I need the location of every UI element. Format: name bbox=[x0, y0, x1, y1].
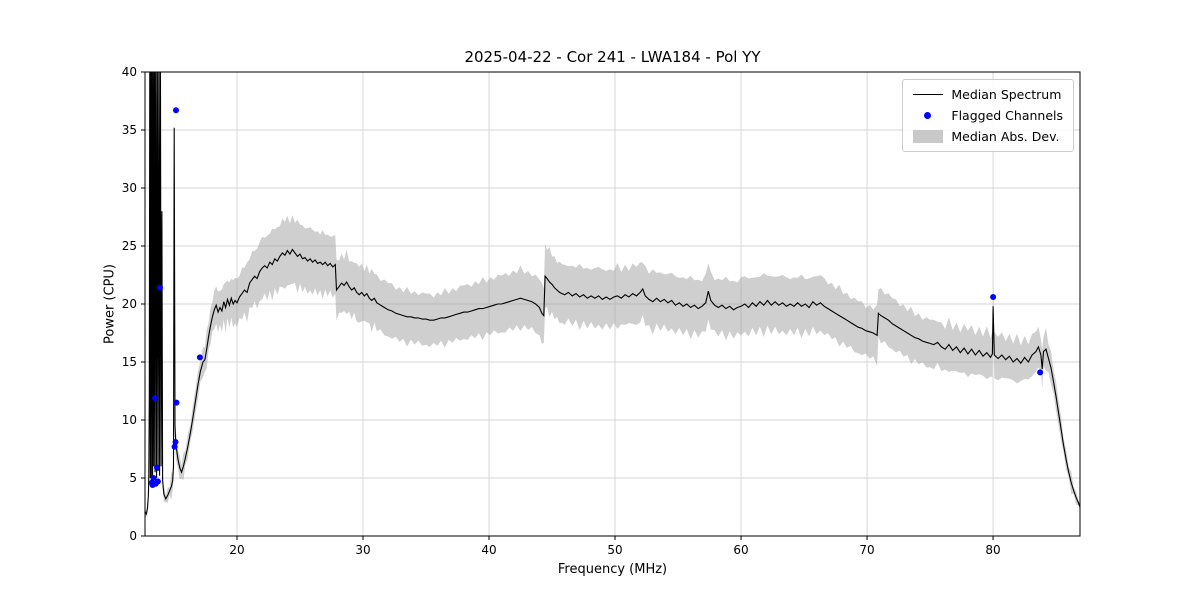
svg-text:15: 15 bbox=[122, 355, 137, 369]
svg-text:35: 35 bbox=[122, 123, 137, 137]
svg-text:20: 20 bbox=[122, 297, 137, 311]
svg-text:10: 10 bbox=[122, 413, 137, 427]
legend-label-flagged-channels: Flagged Channels bbox=[951, 108, 1063, 123]
mad-band bbox=[145, 72, 1080, 520]
legend-entry-median-spectrum: Median Spectrum bbox=[913, 87, 1063, 102]
legend-label-median-abs-dev: Median Abs. Dev. bbox=[951, 129, 1060, 144]
svg-text:70: 70 bbox=[859, 543, 874, 557]
legend: Median Spectrum Flagged Channels Median … bbox=[902, 79, 1074, 152]
svg-text:20: 20 bbox=[229, 543, 244, 557]
y-axis-label: Power (CPU) bbox=[102, 263, 118, 345]
tick-marks bbox=[141, 71, 994, 540]
svg-text:50: 50 bbox=[607, 543, 622, 557]
legend-label-median-spectrum: Median Spectrum bbox=[951, 87, 1062, 102]
svg-text:30: 30 bbox=[122, 181, 137, 195]
svg-text:40: 40 bbox=[481, 543, 496, 557]
svg-text:25: 25 bbox=[122, 239, 137, 253]
legend-entry-flagged-channels: Flagged Channels bbox=[913, 108, 1063, 123]
flagged-channels-marker-sample bbox=[924, 112, 932, 119]
svg-text:40: 40 bbox=[122, 65, 137, 79]
median-line bbox=[145, 72, 1080, 516]
grid-lines bbox=[145, 71, 1080, 537]
svg-text:5: 5 bbox=[129, 471, 137, 485]
svg-text:0: 0 bbox=[129, 529, 137, 543]
svg-text:60: 60 bbox=[733, 543, 748, 557]
median-abs-dev-patch-sample bbox=[913, 130, 944, 143]
median-spectrum-line-sample bbox=[913, 93, 944, 96]
x-axis-label: Frequency (MHz) bbox=[557, 562, 668, 577]
tick-labels: 20 30 40 50 60 70 80 0 5 10 15 20 25 30 35 40 bbox=[122, 65, 1001, 557]
svg-text:80: 80 bbox=[985, 543, 1000, 557]
plot-title: 2025-04-22 - Cor 241 - LWA184 - Pol YY bbox=[464, 48, 761, 66]
svg-text:30: 30 bbox=[355, 543, 370, 557]
legend-entry-median-abs-dev: Median Abs. Dev. bbox=[913, 129, 1063, 144]
flagged-dots bbox=[148, 107, 1044, 488]
